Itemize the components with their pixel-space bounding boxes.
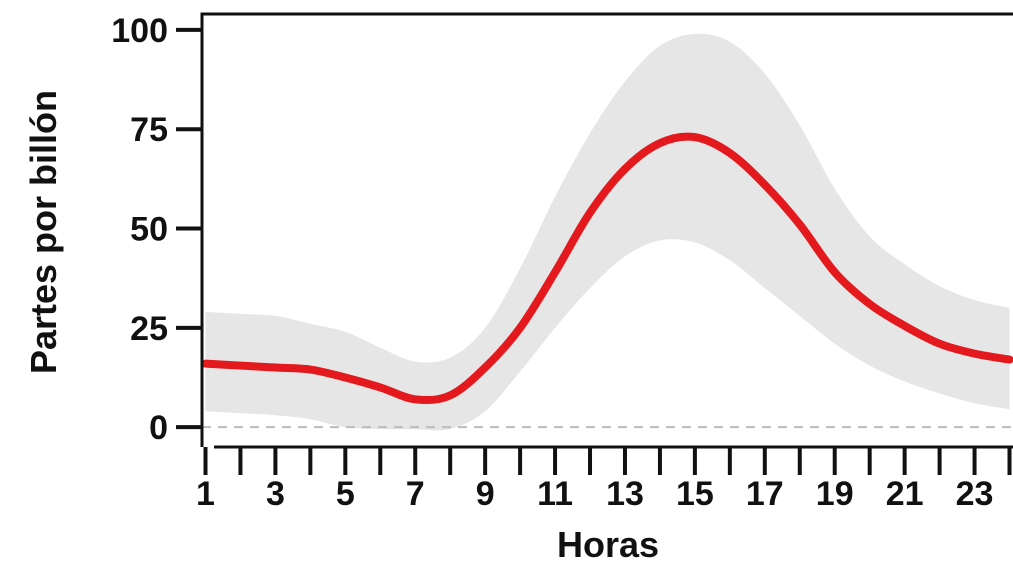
x-axis-title: Horas — [557, 524, 659, 565]
x-tick-label: 15 — [676, 475, 714, 513]
x-tick-label: 9 — [476, 475, 495, 513]
y-tick-label: 75 — [130, 111, 168, 149]
confidence-band — [205, 33, 1010, 431]
series-line — [201, 132, 1013, 405]
x-ticks: 1 3 5 7 9 11 13 15 17 19 21 23 — [196, 447, 1012, 513]
y-tick-label: 0 — [149, 409, 168, 447]
x-tick-label: 19 — [816, 475, 854, 513]
y-tick-label: 25 — [130, 310, 168, 348]
x-tick-label: 7 — [406, 475, 425, 513]
x-tick-label: 17 — [746, 475, 784, 513]
y-ticks: 0 25 50 75 100 — [111, 12, 202, 447]
x-tick-label: 1 — [196, 475, 215, 513]
x-tick-label: 11 — [537, 475, 573, 513]
x-tick-label: 13 — [606, 475, 644, 513]
y-tick-label: 100 — [111, 12, 168, 50]
x-tick-label: 5 — [336, 475, 355, 513]
x-tick-label: 3 — [266, 475, 285, 513]
x-tick-label: 23 — [956, 475, 994, 513]
x-tick-label: 21 — [886, 475, 924, 513]
plot-area — [201, 33, 1013, 431]
y-tick-label: 50 — [130, 211, 168, 249]
y-axis-title: Partes por billón — [23, 90, 64, 374]
